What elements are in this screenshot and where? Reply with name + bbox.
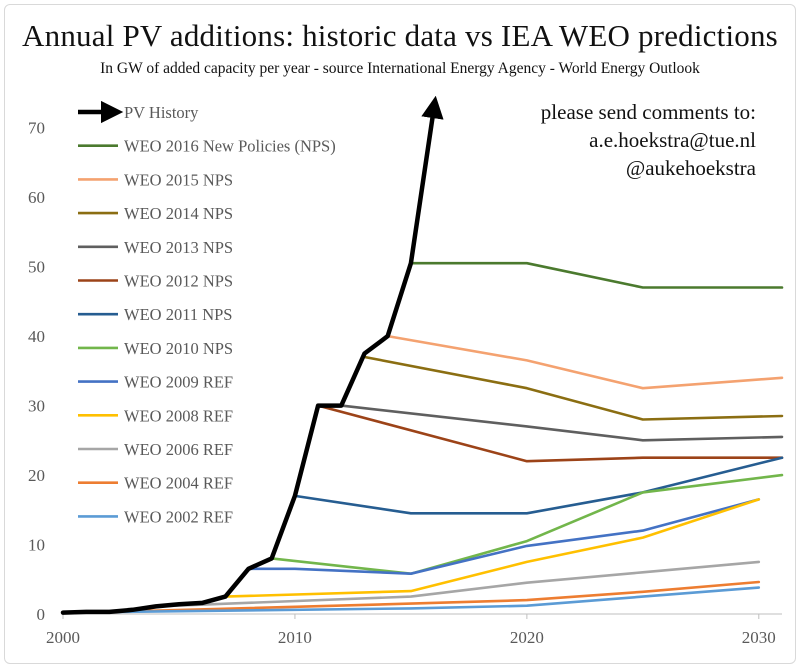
comments-note: please send comments to: a.e.hoekstra@tu… [541,98,756,182]
legend-label: WEO 2011 NPS [124,305,232,324]
legend-label: WEO 2015 NPS [124,170,233,189]
series-line-weo-2002-ref [61,586,761,614]
legend: PV History WEO 2016 New Policies (NPS) WEO… [78,100,336,526]
series-line-weo-2006-ref [154,560,761,608]
comments-email: a.e.hoekstra@tue.nl [589,128,756,152]
legend-label: WEO 2006 REF [124,440,233,459]
chart-frame [4,4,796,664]
legend-label: WEO 2010 NPS [124,339,233,358]
legend-entry: WEO 2016 New Policies (NPS) [78,137,336,156]
legend-label: WEO 2004 REF [124,474,233,493]
series-line-weo-2014-nps [363,355,784,421]
y-tick-label: 0 [37,605,46,624]
legend-entry: WEO 2013 NPS [78,238,233,257]
legend-entry: WEO 2014 NPS [78,204,233,223]
legend-entry: WEO 2006 REF [78,440,233,459]
legend-entry: PV History [78,100,199,124]
x-tick-label: 2030 [742,628,776,647]
x-tick-label: 2000 [46,628,80,647]
y-tick-label: 40 [28,327,45,346]
chart-subtitle: In GW of added capacity per year - sourc… [100,60,700,77]
chart-title: Annual PV additions: historic data vs IE… [22,18,778,53]
series-line-pv-history [60,95,444,615]
series-line-weo-2016-new-policies-nps [409,261,784,289]
y-tick-label: 30 [28,397,45,416]
series-line-weo-2009-ref [247,498,761,575]
legend-entry: WEO 2004 REF [78,474,233,493]
comments-handle: @aukehoekstra [625,156,756,180]
series-line-weo-2015-nps [386,334,784,390]
y-tick-label: 50 [28,258,45,277]
legend-entry: WEO 2015 NPS [78,170,233,189]
legend-label: WEO 2013 NPS [124,238,233,257]
x-tick-label: 2020 [510,628,544,647]
y-tick-label: 10 [28,536,45,555]
series-line-weo-2010-nps [270,473,784,575]
legend-label: PV History [124,103,199,122]
comments-line-1: please send comments to: [540,100,756,124]
series-line-weo-2013-nps [340,404,784,442]
y-tick-label: 20 [28,466,45,485]
legend-label: WEO 2008 REF [124,406,233,425]
legend-label: WEO 2016 New Policies (NPS) [124,137,336,156]
legend-label: WEO 2012 NPS [124,272,233,291]
legend-label: WEO 2009 REF [124,373,233,392]
series-line-weo-2008-ref [224,498,761,598]
x-tick-label: 2010 [278,628,312,647]
legend-label: WEO 2014 NPS [124,204,233,223]
legend-label: WEO 2002 REF [124,507,233,526]
series-line-weo-2004-ref [108,580,761,614]
legend-entry: WEO 2009 REF [78,373,233,392]
y-tick-label: 70 [28,119,45,138]
legend-entry: WEO 2011 NPS [78,305,232,324]
series-line-weo-2012-nps [316,404,784,463]
series-lines [60,95,784,615]
legend-entry: WEO 2008 REF [78,406,233,425]
y-tick-label: 60 [28,188,45,207]
legend-entry: WEO 2012 NPS [78,272,233,291]
legend-entry: WEO 2002 REF [78,507,233,526]
legend-entry: WEO 2010 NPS [78,339,233,358]
series-line-weo-2011-nps [293,456,784,515]
